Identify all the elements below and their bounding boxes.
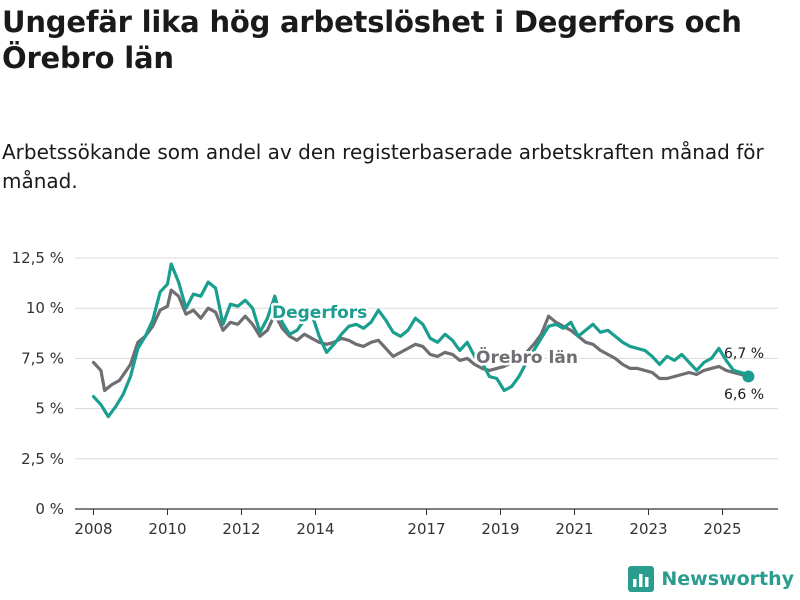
y-tick-label: 0 % [35, 500, 64, 518]
y-axis-ticks: 0 % 2,5 % 5 % 7,5 % 10 % 12,5 % [12, 249, 64, 518]
series-endpoint-orebro [742, 370, 755, 383]
series-line-degerfors [91, 262, 750, 419]
series-label-orebro-halo: Örebro län [476, 346, 578, 368]
y-tick-label: 10 % [26, 299, 64, 317]
gridlines [75, 257, 778, 510]
x-tick-label: 2008 [74, 520, 112, 538]
x-tick-label: 2023 [629, 520, 667, 538]
series-label-degerfors-halo: Degerfors [272, 303, 367, 323]
y-tick-label: 2,5 % [21, 450, 64, 468]
chart-subtitle: Arbetssökande som andel av den registerb… [2, 140, 764, 193]
y-tick-label: 5 % [35, 400, 64, 418]
chart-title: Ungefär lika hög arbetslöshet i Degerfor… [2, 5, 742, 75]
brand-name: Newsworthy [661, 568, 794, 590]
x-tick-label: 2014 [296, 520, 334, 538]
x-tick-label: 2017 [407, 520, 445, 538]
end-value-orebro: 6,6 % [724, 387, 764, 403]
x-tick-label: 2021 [555, 520, 593, 538]
series-line-orebro [91, 288, 750, 393]
y-tick-label: 7,5 % [21, 349, 64, 367]
end-value-degerfors: 6,7 % [724, 346, 764, 362]
series-label-orebro: Örebro län [476, 346, 578, 368]
brand-logo[interactable]: Newsworthy [628, 564, 794, 594]
x-tick-label: 2010 [148, 520, 186, 538]
x-tick-label: 2025 [703, 520, 741, 538]
x-tick-label: 2012 [222, 520, 260, 538]
x-tick-label: 2019 [481, 520, 519, 538]
series-label-degerfors: Degerfors [272, 303, 367, 323]
series-lines [91, 262, 755, 419]
x-axis-ticks: 2008 2010 2012 2014 2017 2019 2021 2023 2025 [74, 509, 742, 538]
bar-chart-logo-icon [628, 566, 655, 592]
y-tick-label: 12,5 % [12, 249, 64, 267]
